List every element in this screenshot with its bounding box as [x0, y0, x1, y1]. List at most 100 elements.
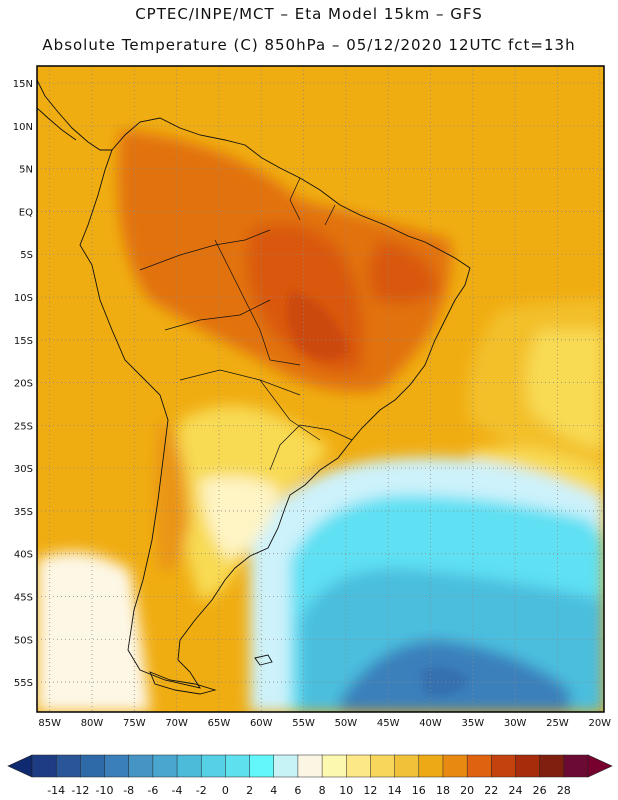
- longitude-labels: 85W 80W 75W 70W 65W 60W 55W 50W 45W 40W 35W 30W 25W 2…: [38, 718, 611, 729]
- colorbar-tick-label: 10: [339, 784, 353, 797]
- field-dark-core: [286, 290, 350, 360]
- field-cold-patch: [420, 666, 470, 696]
- field-hot-northeast: [368, 240, 440, 304]
- colorbar-left-arrow: [7, 754, 33, 778]
- lat-label: 35S: [14, 507, 33, 518]
- colorbar-tick-label: 14: [388, 784, 402, 797]
- temperature-field: [37, 66, 604, 712]
- colorbar-tick-label: 28: [557, 784, 571, 797]
- lon-label: 30W: [504, 718, 527, 729]
- colorbar-tick-label: 18: [436, 784, 450, 797]
- colorbar-swatch: [31, 754, 57, 778]
- lat-label: 50S: [14, 635, 33, 646]
- lat-label: 25S: [14, 421, 33, 432]
- lon-label: 40W: [419, 718, 442, 729]
- colorbar: [7, 754, 613, 778]
- lat-label: 15N: [13, 79, 33, 90]
- colorbar-tick-label: -8: [123, 784, 134, 797]
- colorbar-tick-label: -4: [172, 784, 183, 797]
- colorbar-swatch: [80, 754, 106, 778]
- lat-label: 30S: [14, 464, 33, 475]
- colorbar-swatch: [539, 754, 565, 778]
- colorbar-swatch: [563, 754, 589, 778]
- colorbar-tick-label: -10: [96, 784, 114, 797]
- lon-label: 80W: [81, 718, 104, 729]
- colorbar-tick-label: 6: [294, 784, 301, 797]
- colorbar-tick-label: 8: [319, 784, 326, 797]
- coastlines: [37, 79, 471, 695]
- colorbar-swatch: [370, 754, 396, 778]
- latitude-labels: 15N 10N 5N EQ 5S 10S 15S 20S 25S 30S 35S 40S 45S 50S 5…: [13, 79, 33, 689]
- colorbar-tick-label: 4: [270, 784, 277, 797]
- lon-label: 75W: [123, 718, 146, 729]
- lon-label: 70W: [165, 718, 188, 729]
- central-america-outline: [37, 79, 112, 151]
- colorbar-swatch: [249, 754, 275, 778]
- colorbar-swatch: [128, 754, 154, 778]
- colorbar-tick-label: 16: [412, 784, 426, 797]
- colorbar-labels: -14 -12 -10 -8 -6 -4 -2 0 2 4 6 8 10 12 14 16 18 20 22 24 26…: [47, 784, 571, 797]
- colorbar-swatch: [321, 754, 347, 778]
- colorbar-swatch: [225, 754, 251, 778]
- chart-title: CPTEC/INPE/MCT – Eta Model 15km – GFS: [135, 5, 483, 23]
- colorbar-right-arrow: [587, 754, 613, 778]
- colorbar-swatch: [176, 754, 202, 778]
- lat-label: 55S: [14, 678, 33, 689]
- lon-label: 85W: [38, 718, 61, 729]
- colorbar-swatch: [515, 754, 541, 778]
- caribbean-coast: [37, 107, 77, 141]
- lon-label: 20W: [588, 718, 611, 729]
- colorbar-swatch: [104, 754, 130, 778]
- lat-label: 10S: [14, 293, 33, 304]
- colorbar-swatch: [152, 754, 178, 778]
- lon-label: 55W: [292, 718, 315, 729]
- colorbar-swatch: [297, 754, 323, 778]
- tierra-del-fuego: [149, 671, 217, 695]
- lon-label: 65W: [208, 718, 231, 729]
- lat-label: EQ: [19, 207, 33, 218]
- lat-label: 45S: [14, 592, 33, 603]
- colorbar-tick-label: 12: [363, 784, 377, 797]
- colorbar-swatch: [394, 754, 420, 778]
- colorbar-swatch: [346, 754, 372, 778]
- chart-subtitle: Absolute Temperature (C) 850hPa – 05/12/…: [42, 36, 576, 54]
- south-america-outline: [79, 117, 471, 689]
- colorbar-swatch: [55, 754, 81, 778]
- colorbar-tick-label: -12: [71, 784, 89, 797]
- lat-label: 40S: [14, 550, 33, 561]
- country-borders: [139, 177, 353, 471]
- colorbar-swatch: [418, 754, 444, 778]
- colorbar-tick-label: 22: [484, 784, 498, 797]
- lat-label: 20S: [14, 379, 33, 390]
- colorbar-tick-label: 2: [246, 784, 253, 797]
- colorbar-swatch: [491, 754, 517, 778]
- lat-label: 15S: [14, 336, 33, 347]
- colorbar-swatch: [466, 754, 492, 778]
- field-atlantic-yellow-light: [526, 330, 604, 450]
- map-grid: [37, 66, 604, 712]
- lon-label: 35W: [462, 718, 485, 729]
- colorbar-tick-label: 24: [508, 784, 522, 797]
- field-pacific-cool: [37, 552, 150, 712]
- lon-label: 60W: [250, 718, 273, 729]
- map-frame: [36, 65, 605, 713]
- lat-label: 5S: [20, 250, 33, 261]
- field-andes-warm: [155, 420, 190, 572]
- colorbar-tick-label: -14: [47, 784, 65, 797]
- lat-label: 10N: [13, 122, 33, 133]
- colorbar-tick-label: 20: [460, 784, 474, 797]
- colorbar-tick-label: -6: [147, 784, 158, 797]
- colorbar-swatch: [442, 754, 468, 778]
- lon-label: 50W: [335, 718, 358, 729]
- colorbar-tick-label: -2: [196, 784, 207, 797]
- colorbar-swatch: [273, 754, 299, 778]
- lat-label: 5N: [19, 165, 33, 176]
- field-land-cream: [200, 476, 280, 560]
- colorbar-tick-label: 0: [222, 784, 229, 797]
- colorbar-swatch: [200, 754, 227, 778]
- lon-label: 25W: [546, 718, 569, 729]
- malvinas: [254, 654, 273, 666]
- colorbar-tick-label: 26: [533, 784, 547, 797]
- lon-label: 45W: [377, 718, 400, 729]
